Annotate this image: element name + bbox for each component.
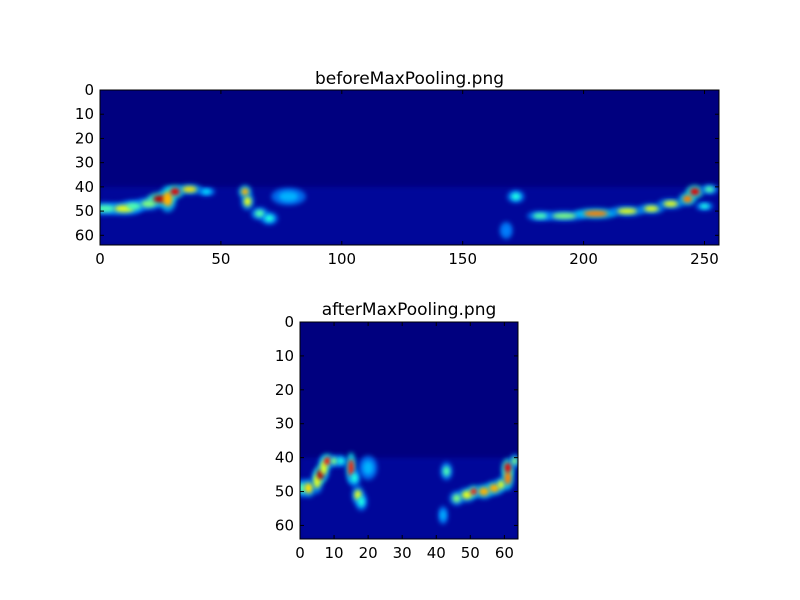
- heatmap-hotspot: [170, 188, 180, 196]
- heatmap-hotspot: [689, 188, 700, 196]
- bottom-chart-title: afterMaxPooling.png: [322, 300, 497, 320]
- axes-frame: [99, 89, 720, 246]
- top-chart-title: beforeMaxPooling.png: [315, 69, 504, 89]
- heatmap-hotspot: [304, 483, 313, 494]
- y-tick-label: 40: [75, 178, 94, 196]
- heatmap-hotspot: [644, 205, 659, 212]
- heatmap-hotspot: [162, 191, 173, 207]
- heatmap-hotspot: [511, 192, 521, 201]
- y-tick-label: 60: [275, 516, 294, 534]
- x-tick-label: 20: [359, 544, 378, 562]
- heatmap-hotspot: [699, 203, 710, 209]
- y-tick-label: 30: [75, 154, 94, 172]
- x-tick-label: 0: [295, 544, 305, 562]
- y-tick-label: 50: [275, 483, 294, 501]
- heatmap-hotspot: [357, 496, 365, 507]
- x-tick-label: 150: [448, 250, 477, 268]
- x-tick-label: 10: [325, 544, 344, 562]
- heatmap-hotspot: [617, 208, 637, 214]
- heatmap-hotspot: [363, 461, 374, 475]
- heatmap-hotspot: [511, 456, 518, 466]
- heatmap-hotspot: [497, 480, 505, 489]
- heatmap-hotspot: [201, 189, 212, 195]
- y-tick-label: 30: [275, 415, 294, 433]
- heatmap-hotspot: [489, 484, 500, 493]
- x-tick-label: 30: [393, 544, 412, 562]
- heatmap-hotspot: [330, 457, 338, 465]
- heatmap-hotspot: [502, 225, 510, 236]
- heatmap-hotspot: [100, 205, 115, 213]
- heatmap-hotspot: [504, 471, 512, 485]
- heatmap-hotspot: [264, 214, 275, 222]
- heatmap-hotspot: [461, 490, 473, 499]
- axes-frame: [299, 321, 519, 540]
- x-tick-label: 50: [461, 544, 480, 562]
- y-tick-label: 20: [275, 381, 294, 399]
- y-tick-label: 0: [284, 313, 294, 331]
- heatmap-hotspot: [348, 459, 354, 477]
- heatmap-hotspot: [182, 186, 197, 193]
- x-tick-label: 50: [211, 250, 230, 268]
- x-tick-label: 0: [95, 250, 105, 268]
- x-tick-label: 60: [495, 544, 514, 562]
- heatmap-hotspot: [583, 210, 608, 217]
- y-tick-label: 10: [275, 347, 294, 365]
- heatmap-hotspot: [452, 494, 461, 503]
- heatmap-hotspot: [704, 186, 715, 193]
- y-tick-label: 0: [84, 81, 94, 99]
- heatmap-hotspot: [478, 487, 490, 496]
- heatmap-image: [300, 322, 518, 539]
- heatmap-faint-band: [100, 186, 719, 245]
- heatmap-hotspot: [126, 202, 142, 210]
- heatmap-hotspot: [682, 195, 693, 203]
- heatmap-hotspot: [504, 462, 512, 473]
- heatmap-hotspot: [141, 200, 156, 208]
- heatmap-hotspot: [470, 488, 478, 495]
- y-tick-label: 20: [75, 129, 94, 147]
- heatmap-hotspot: [337, 457, 345, 465]
- x-tick-label: 250: [690, 250, 719, 268]
- heatmap-hotspot: [278, 191, 299, 202]
- heatmap-hotspot: [552, 213, 577, 219]
- heatmap-hotspot: [532, 213, 548, 219]
- heatmap-hotspot: [351, 472, 358, 484]
- heatmap-hotspot: [300, 483, 306, 494]
- heatmap-hotspot: [440, 510, 446, 521]
- heatmap-hotspot: [663, 200, 678, 207]
- x-tick-label: 200: [569, 250, 598, 268]
- x-tick-label: 100: [327, 250, 356, 268]
- top-heatmap-axes: 0 50 100 150 200 250 0 10 20 30 40 50 60: [75, 81, 720, 268]
- y-tick-label: 60: [75, 226, 94, 244]
- y-tick-label: 10: [75, 105, 94, 123]
- heatmap-hotspot: [323, 456, 331, 466]
- y-tick-label: 40: [275, 449, 294, 467]
- heatmap-hotspot: [443, 466, 450, 477]
- y-tick-label: 50: [75, 202, 94, 220]
- heatmap-image: [100, 90, 719, 245]
- heatmap-hotspot: [243, 196, 252, 207]
- x-tick-label: 40: [427, 544, 446, 562]
- heatmap-hotspot: [241, 188, 249, 196]
- heatmap-hotspot: [254, 209, 265, 218]
